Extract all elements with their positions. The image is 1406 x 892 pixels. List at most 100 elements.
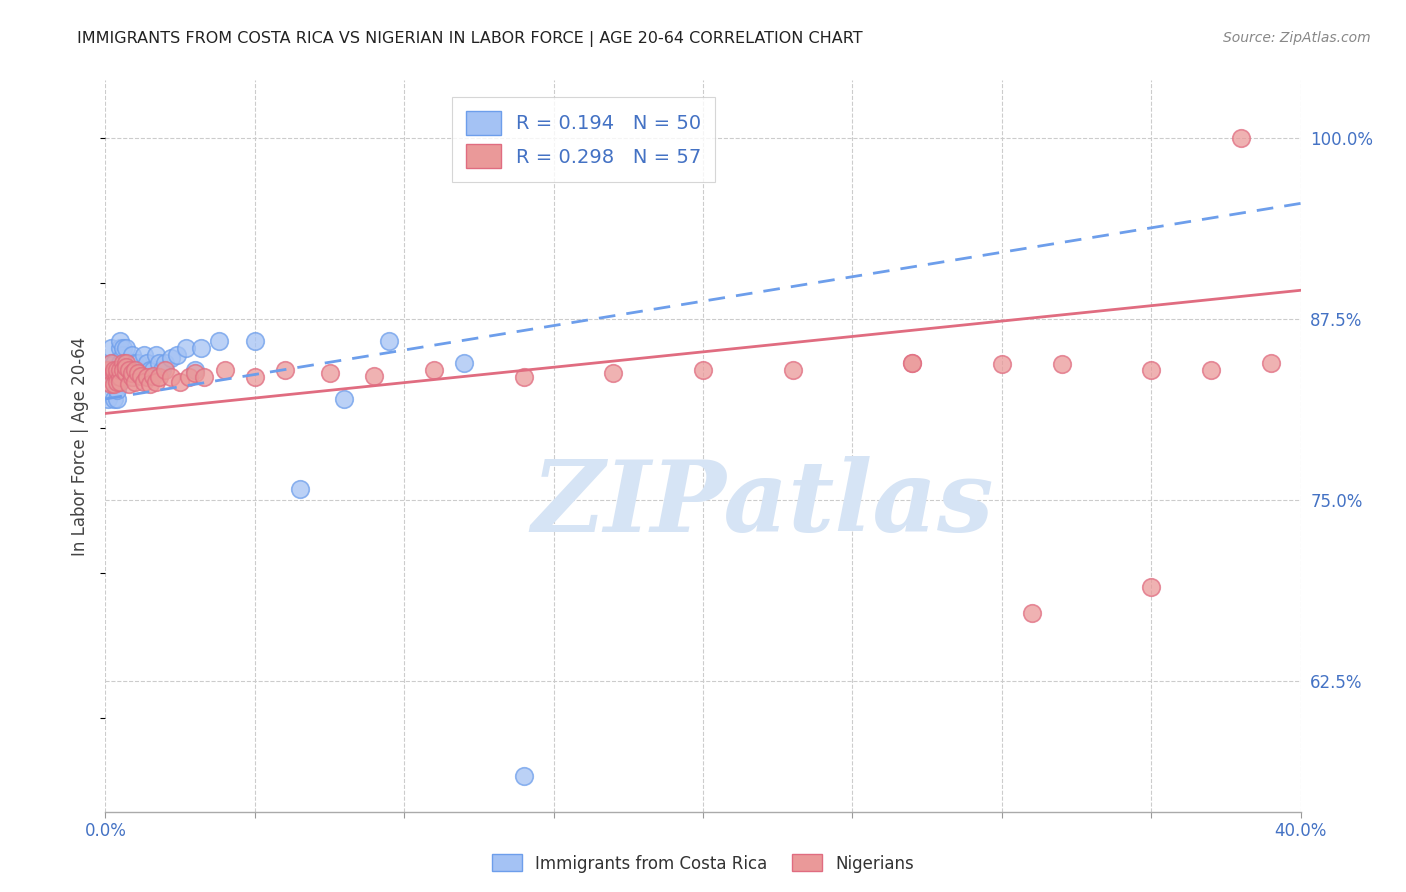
Point — [115, 341, 138, 355]
Point — [110, 370, 132, 384]
Point — [110, 356, 132, 370]
Point — [107, 375, 129, 389]
Point — [112, 341, 135, 355]
Point — [190, 341, 212, 355]
Text: ZIPatlas: ZIPatlas — [531, 457, 994, 553]
Legend: Immigrants from Costa Rica, Nigerians: Immigrants from Costa Rica, Nigerians — [485, 847, 921, 880]
Point — [121, 349, 143, 363]
Point — [148, 356, 170, 370]
Point — [115, 366, 138, 380]
Point — [318, 366, 340, 380]
Point — [127, 366, 149, 380]
Point — [124, 356, 146, 370]
Point — [184, 366, 207, 380]
Point — [145, 349, 167, 363]
Legend: R = 0.194   N = 50, R = 0.298   N = 57: R = 0.194 N = 50, R = 0.298 N = 57 — [451, 97, 716, 182]
Point — [127, 356, 149, 370]
Point — [129, 368, 153, 383]
Point — [110, 334, 132, 348]
Point — [1140, 363, 1163, 377]
Point — [1199, 363, 1222, 377]
Point — [1140, 580, 1163, 594]
Point — [193, 370, 215, 384]
Point — [103, 366, 125, 380]
Point — [121, 370, 143, 384]
Point — [127, 363, 149, 377]
Point — [121, 366, 143, 380]
Point — [901, 356, 924, 370]
Point — [513, 768, 536, 782]
Point — [129, 363, 153, 377]
Point — [100, 377, 122, 392]
Point — [423, 363, 446, 377]
Point — [134, 349, 156, 363]
Point — [134, 375, 156, 389]
Point — [243, 370, 266, 384]
Point — [103, 363, 125, 377]
Point — [1021, 607, 1043, 621]
Point — [214, 363, 236, 377]
Point — [453, 356, 475, 370]
Point — [1050, 357, 1073, 371]
Point — [513, 370, 536, 384]
Point — [901, 356, 924, 370]
Point — [288, 482, 311, 496]
Point — [174, 341, 197, 355]
Point — [100, 341, 122, 355]
Point — [124, 363, 146, 377]
Point — [110, 375, 132, 389]
Point — [124, 370, 146, 384]
Point — [136, 370, 159, 384]
Point — [160, 351, 183, 366]
Point — [103, 377, 125, 392]
Point — [155, 356, 177, 370]
Point — [103, 370, 125, 384]
Point — [100, 356, 122, 370]
Point — [107, 383, 129, 397]
Point — [990, 357, 1012, 371]
Point — [112, 363, 135, 377]
Point — [273, 363, 295, 377]
Point — [103, 363, 125, 377]
Point — [107, 375, 129, 389]
Point — [160, 370, 183, 384]
Text: IMMIGRANTS FROM COSTA RICA VS NIGERIAN IN LABOR FORCE | AGE 20-64 CORRELATION CH: IMMIGRANTS FROM COSTA RICA VS NIGERIAN I… — [77, 31, 863, 47]
Point — [166, 349, 188, 363]
Point — [118, 363, 141, 377]
Point — [208, 334, 231, 348]
Point — [1260, 356, 1282, 370]
Point — [145, 375, 167, 389]
Point — [112, 363, 135, 377]
Point — [115, 360, 138, 375]
Point — [103, 356, 125, 370]
Point — [142, 368, 165, 383]
Point — [169, 375, 191, 389]
Point — [136, 356, 159, 370]
Point — [363, 368, 385, 383]
Point — [112, 356, 135, 370]
Point — [243, 334, 266, 348]
Point — [107, 380, 129, 394]
Point — [107, 392, 129, 406]
Point — [148, 370, 170, 384]
Point — [103, 392, 125, 406]
Point — [112, 349, 135, 363]
Point — [1229, 131, 1253, 145]
Point — [115, 356, 138, 370]
Point — [124, 375, 146, 389]
Point — [139, 377, 162, 392]
Point — [150, 363, 173, 377]
Y-axis label: In Labor Force | Age 20-64: In Labor Force | Age 20-64 — [72, 336, 90, 556]
Point — [155, 363, 177, 377]
Point — [110, 363, 132, 377]
Point — [602, 366, 624, 380]
Point — [782, 363, 804, 377]
Point — [378, 334, 401, 348]
Point — [115, 370, 138, 384]
Point — [100, 356, 122, 370]
Point — [142, 363, 165, 377]
Text: Source: ZipAtlas.com: Source: ZipAtlas.com — [1223, 31, 1371, 45]
Point — [107, 368, 129, 383]
Point — [97, 363, 120, 377]
Point — [184, 363, 207, 377]
